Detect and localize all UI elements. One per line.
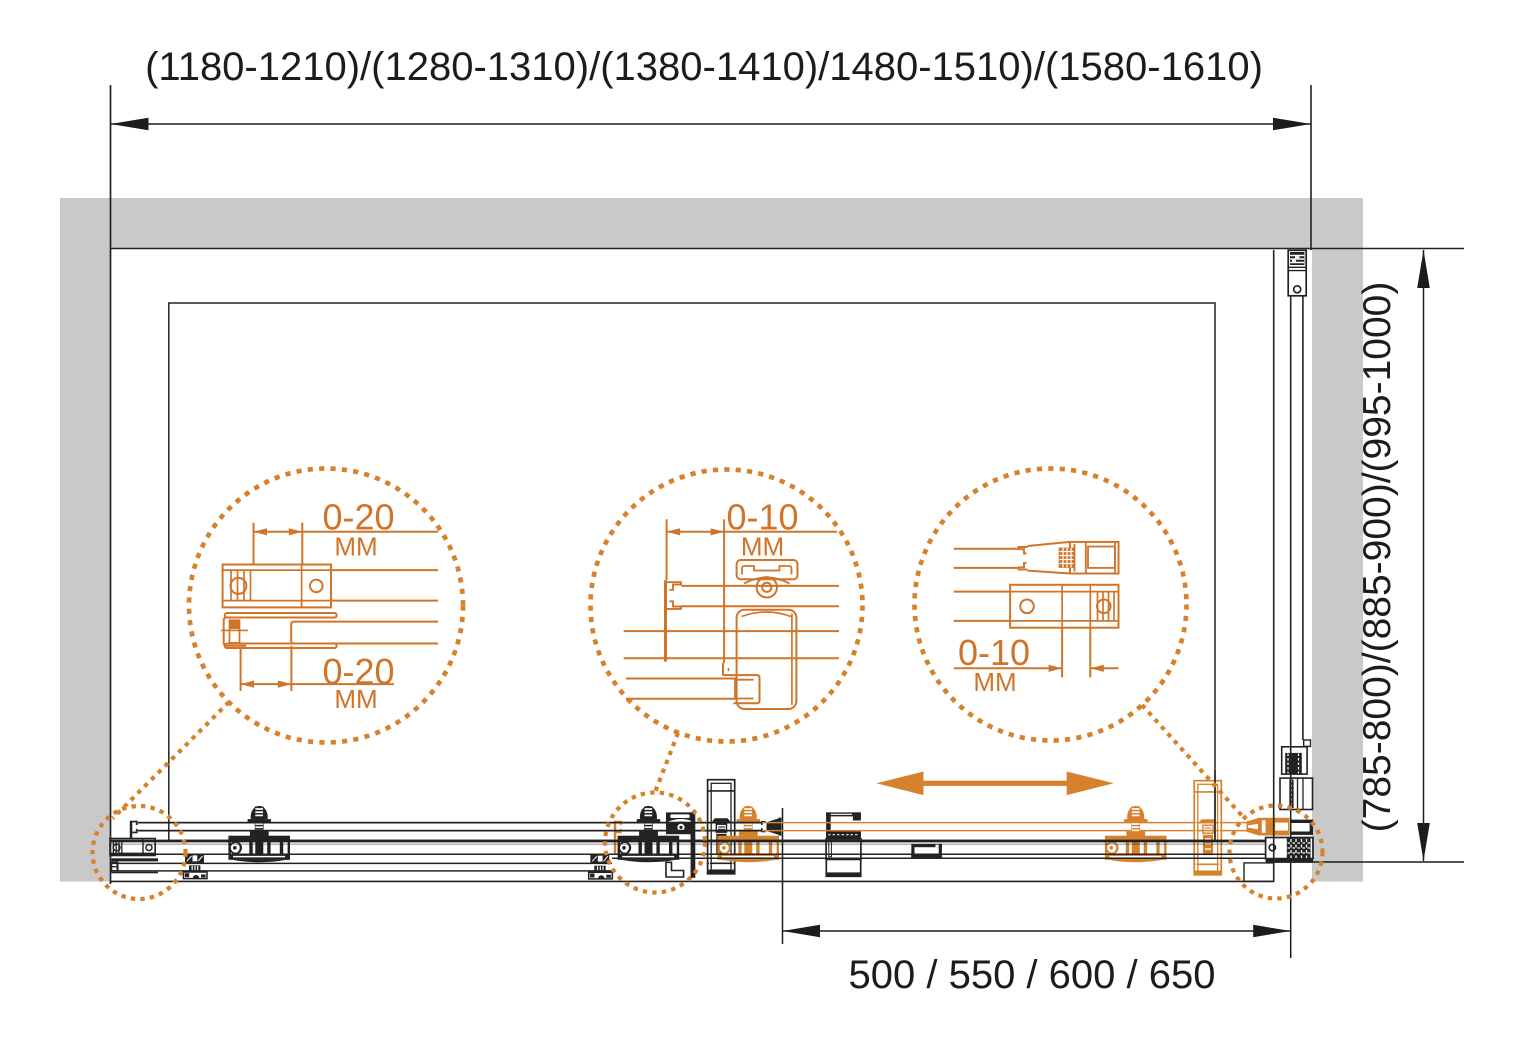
svg-text:0-10: 0-10 bbox=[726, 497, 798, 538]
svg-text:0-20: 0-20 bbox=[322, 497, 394, 538]
svg-text:(1180-1210)/(1280-1310)/(1380-: (1180-1210)/(1280-1310)/(1380-1410)/1480… bbox=[145, 45, 1263, 89]
svg-text:MM: MM bbox=[334, 684, 377, 714]
svg-text:MM: MM bbox=[973, 667, 1016, 697]
svg-text:0-10: 0-10 bbox=[958, 632, 1030, 673]
svg-text:(785-800)/(885-900)/(995-1000): (785-800)/(885-900)/(995-1000) bbox=[1356, 282, 1399, 833]
svg-text:MM: MM bbox=[334, 532, 377, 562]
svg-text:0-20: 0-20 bbox=[322, 651, 394, 692]
svg-text:MM: MM bbox=[741, 532, 784, 562]
svg-text:500 / 550 / 600 / 650: 500 / 550 / 600 / 650 bbox=[849, 953, 1216, 997]
